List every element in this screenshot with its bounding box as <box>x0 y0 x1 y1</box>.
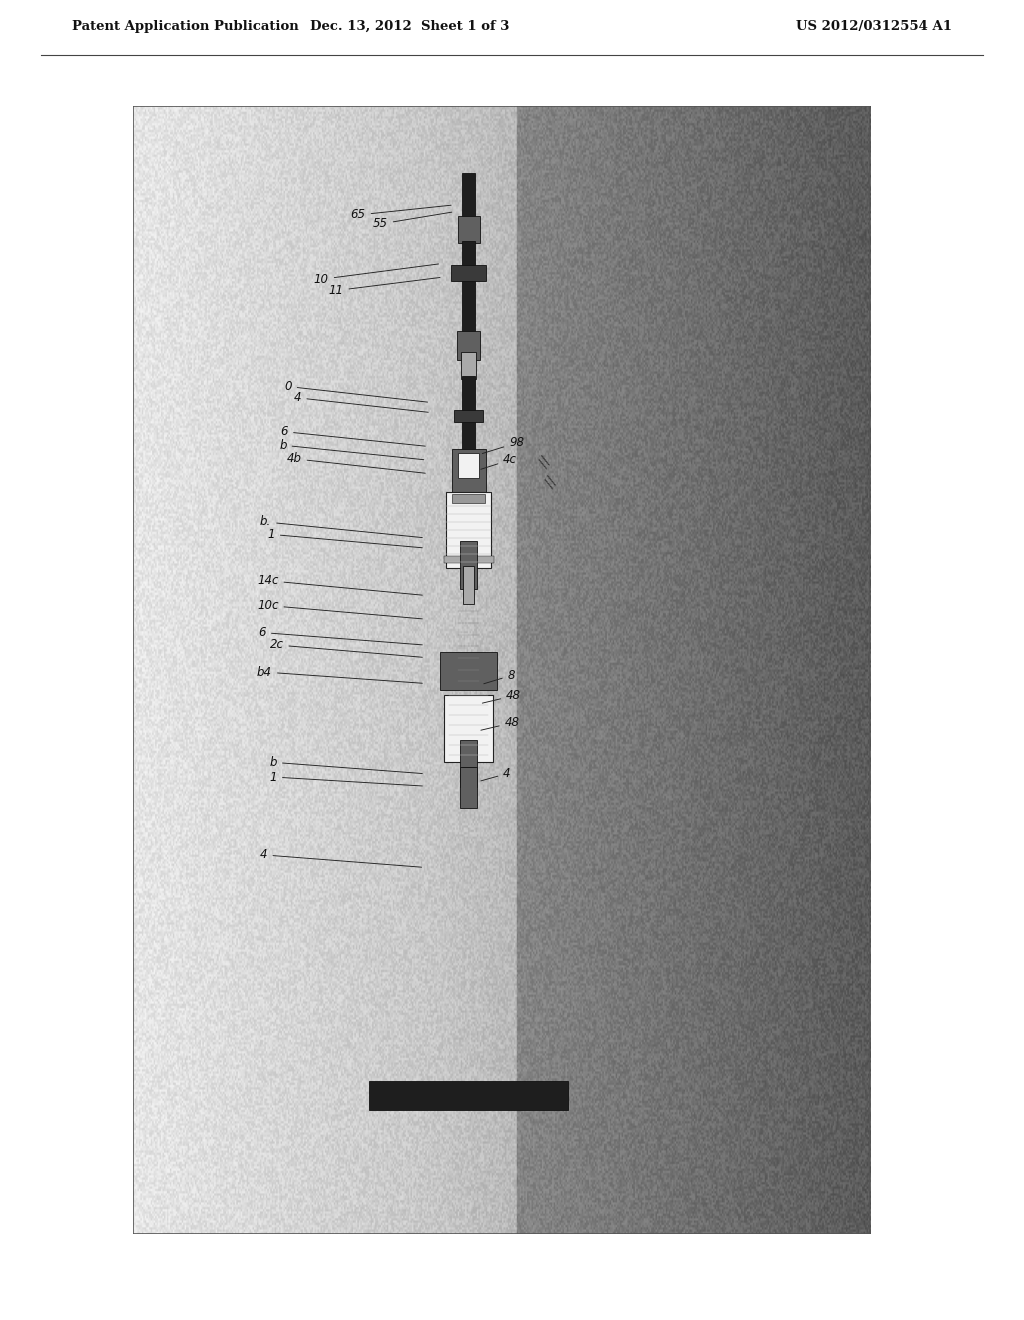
Text: 8: 8 <box>483 669 515 684</box>
Text: 2c: 2c <box>269 639 422 657</box>
Bar <box>461 351 476 379</box>
Text: 4c: 4c <box>481 453 517 470</box>
Bar <box>440 652 498 690</box>
Text: 10c: 10c <box>257 599 422 619</box>
Bar <box>463 566 474 605</box>
Text: b: b <box>269 756 422 774</box>
Text: b4: b4 <box>257 665 422 684</box>
Bar <box>444 694 493 763</box>
Bar <box>462 376 475 450</box>
Bar <box>451 265 486 281</box>
Bar <box>446 491 490 569</box>
Bar <box>462 173 475 218</box>
Text: 65: 65 <box>350 205 452 222</box>
Bar <box>462 242 475 334</box>
Text: 4: 4 <box>481 767 511 781</box>
Text: 14c: 14c <box>257 574 422 595</box>
Bar <box>453 494 484 503</box>
Text: 1: 1 <box>269 771 422 785</box>
Text: 6: 6 <box>281 425 425 446</box>
Text: b.: b. <box>260 515 422 537</box>
Bar <box>457 331 480 359</box>
Text: 1: 1 <box>267 528 422 548</box>
Bar <box>460 767 477 808</box>
Text: 0: 0 <box>285 380 427 403</box>
Bar <box>369 1081 568 1110</box>
Text: 6: 6 <box>258 626 422 645</box>
Text: US 2012/0312554 A1: US 2012/0312554 A1 <box>797 20 952 33</box>
Text: 48: 48 <box>482 689 521 704</box>
Text: 98: 98 <box>482 437 524 454</box>
Text: 4: 4 <box>294 391 428 412</box>
Bar <box>459 453 479 478</box>
Text: 55: 55 <box>373 213 452 231</box>
Text: 10: 10 <box>313 264 438 286</box>
Text: 11: 11 <box>329 277 440 297</box>
Text: b: b <box>280 438 424 459</box>
Text: //: // <box>543 474 559 490</box>
Bar <box>461 541 477 589</box>
Bar <box>452 449 485 491</box>
Text: Dec. 13, 2012  Sheet 1 of 3: Dec. 13, 2012 Sheet 1 of 3 <box>310 20 509 33</box>
Bar <box>460 741 477 787</box>
Bar <box>443 556 494 562</box>
Bar <box>454 411 483 421</box>
Bar <box>462 767 475 805</box>
Bar <box>458 216 479 243</box>
Text: 48: 48 <box>481 717 520 730</box>
Text: 4b: 4b <box>287 453 425 473</box>
Text: //: // <box>538 454 554 470</box>
Text: Patent Application Publication: Patent Application Publication <box>72 20 298 33</box>
Text: 4: 4 <box>260 849 422 867</box>
